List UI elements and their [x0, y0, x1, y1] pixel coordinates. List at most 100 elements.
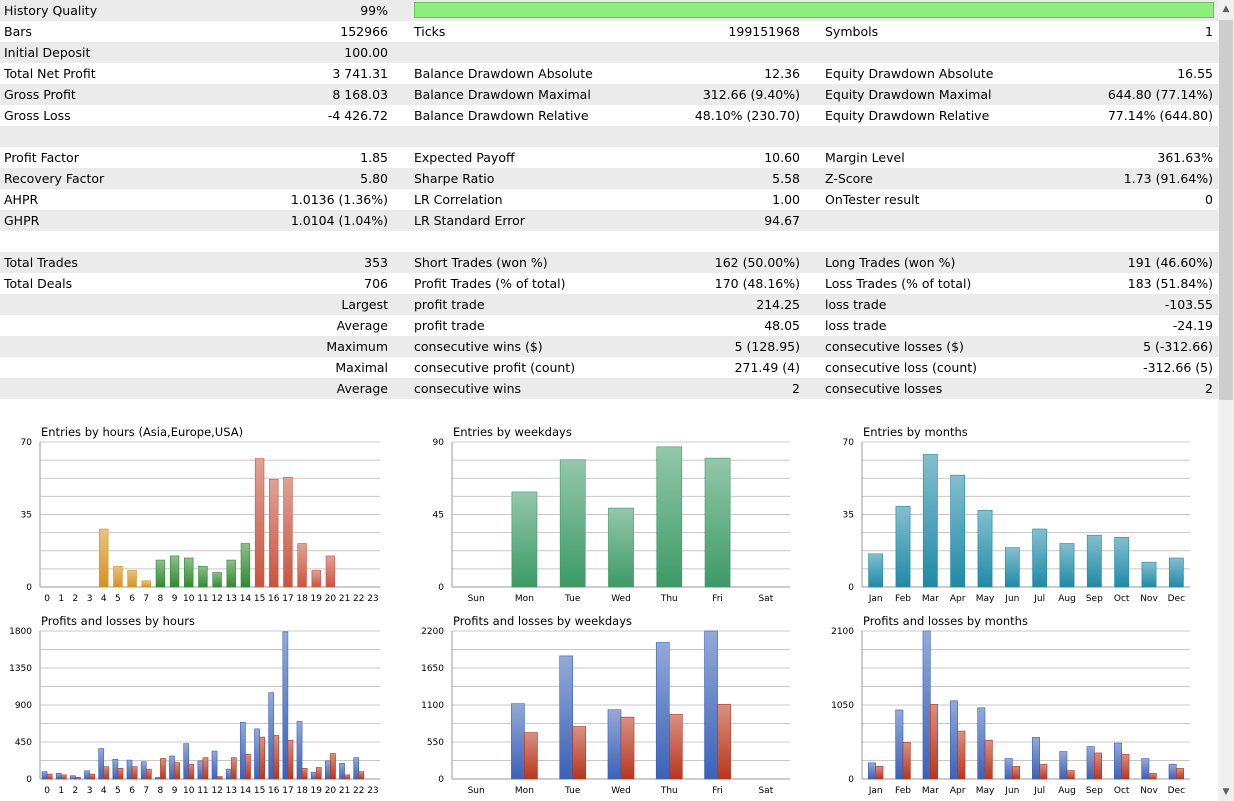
x-tick-label: 12 — [211, 786, 222, 796]
stat-value: 8 168.03 — [332, 87, 388, 102]
x-tick-label: Oct — [1114, 594, 1130, 604]
x-tick-label: 9 — [172, 786, 178, 796]
chart-title: Profits and losses by hours — [41, 614, 195, 628]
x-tick-label: 17 — [282, 594, 293, 604]
stat-label: consecutive wins — [414, 381, 522, 396]
bar — [212, 572, 222, 588]
report-row: Average profit trade 48.05 loss trade -24.19 — [0, 315, 1218, 336]
vertical-scrollbar[interactable]: ▲ ▼ — [1218, 0, 1234, 801]
x-tick-label: Fri — [712, 786, 723, 796]
chart-svg: Profits and losses by weekdays 0 550 1100 16… — [421, 614, 790, 796]
stat-label: Bars — [4, 24, 32, 39]
profit-bar — [70, 775, 76, 780]
x-tick-label: 19 — [311, 594, 323, 604]
x-tick-label: 13 — [226, 786, 237, 796]
report-row: GHPR 1.0104 (1.04%) LR Standard Error 94.67 — [0, 210, 1218, 231]
stat-label: Recovery Factor — [4, 171, 105, 186]
x-tick-label: 20 — [325, 594, 337, 604]
stat-label: Equity Drawdown Relative — [825, 108, 990, 123]
scrollbar-thumb[interactable] — [1219, 20, 1233, 400]
stat-value: 152966 — [340, 24, 388, 39]
x-tick-label: Dec — [1168, 594, 1185, 604]
x-tick-label: 5 — [115, 786, 121, 796]
x-tick-label: Sat — [758, 786, 773, 796]
x-tick-label: 4 — [101, 594, 107, 604]
bar — [1114, 536, 1130, 588]
x-tick-label: 8 — [158, 786, 164, 796]
loss-bar — [1012, 766, 1021, 780]
loss-bar — [160, 758, 166, 780]
stat-value: 5 (-312.66) — [1143, 339, 1213, 354]
x-tick-label: Sep — [1086, 594, 1103, 604]
x-tick-label: Thu — [660, 786, 678, 796]
stat-value: 353 — [364, 255, 388, 270]
stat-label: Ticks — [414, 24, 446, 39]
loss-bar — [358, 771, 365, 780]
x-tick-label: Fri — [712, 594, 723, 604]
profit-bar — [225, 768, 232, 780]
x-tick-label: Nov — [1140, 786, 1158, 796]
loss-bar — [103, 766, 110, 780]
stat-label: profit trade — [414, 318, 485, 333]
bar — [1168, 557, 1184, 588]
x-tick-label: Thu — [660, 594, 678, 604]
x-tick-label: 1 — [58, 786, 64, 796]
profit-bar — [211, 750, 218, 780]
report-row: Total Deals 706 Profit Trades (% of total)… — [0, 273, 1218, 294]
chart-title: Entries by months — [863, 425, 968, 439]
y-tick-label: 35 — [21, 511, 32, 521]
stat-value: 2 — [1205, 381, 1213, 396]
stat-label: Long Trades (won %) — [825, 255, 956, 270]
stat-label: OnTester result — [825, 192, 920, 207]
loss-bar — [930, 703, 939, 780]
stat-label: Total Net Profit — [4, 66, 96, 81]
loss-bar — [46, 773, 53, 780]
stat-label: Average — [336, 318, 388, 333]
x-tick-label: Nov — [1140, 594, 1158, 604]
bar — [297, 543, 307, 588]
profit-bar — [126, 759, 133, 780]
loss-bar — [668, 714, 683, 780]
loss-bar — [1039, 763, 1048, 780]
report-row: Maximal consecutive profit (count) 271.49 … — [0, 357, 1218, 378]
x-tick-label: Tue — [564, 786, 581, 796]
stat-value: 271.49 (4) — [734, 360, 800, 375]
profit-bar — [704, 630, 718, 780]
x-tick-label: Feb — [895, 594, 911, 604]
y-tick-label: 2100 — [831, 627, 854, 637]
x-tick-label: Jul — [1033, 786, 1045, 796]
y-tick-label: 45 — [433, 511, 444, 521]
loss-bar — [984, 739, 993, 780]
stat-label: consecutive profit (count) — [414, 360, 576, 375]
stat-value: 5.58 — [772, 171, 800, 186]
x-tick-label: Jul — [1033, 594, 1045, 604]
chart-title: Profits and losses by months — [863, 614, 1028, 628]
profit-bar — [1113, 742, 1122, 780]
stat-value: 312.66 (9.40%) — [702, 87, 800, 102]
chevron-down-icon[interactable]: ▼ — [1222, 787, 1230, 797]
y-tick-label: 1050 — [831, 701, 854, 711]
stat-label: Balance Drawdown Maximal — [414, 87, 591, 102]
y-tick-label: 0 — [848, 583, 854, 593]
chevron-up-icon[interactable]: ▲ — [1222, 4, 1230, 14]
x-tick-label: Jun — [1004, 786, 1019, 796]
x-tick-label: Dec — [1168, 786, 1185, 796]
bar — [254, 458, 265, 588]
loss-bar — [1066, 770, 1075, 780]
profit-bar — [98, 748, 105, 780]
bar — [113, 565, 123, 588]
x-tick-label: Sep — [1086, 786, 1103, 796]
stat-value: 3 741.31 — [332, 66, 388, 81]
stat-value: 361.63% — [1157, 150, 1213, 165]
x-tick-label: Apr — [950, 786, 966, 796]
profit-bar — [1059, 751, 1068, 780]
loss-bar — [145, 768, 152, 780]
bar — [99, 528, 109, 588]
profit-bar — [268, 692, 275, 780]
x-tick-label: 11 — [197, 594, 208, 604]
report-row: Largest profit trade 214.25 loss trade -103.… — [0, 294, 1218, 315]
chart-1: Entries by weekdays 0 45 90 Sun Mon Tue Wed Thu F… — [410, 421, 818, 609]
x-tick-label: Wed — [611, 786, 631, 796]
loss-bar — [330, 753, 336, 780]
loss-bar — [287, 740, 294, 780]
